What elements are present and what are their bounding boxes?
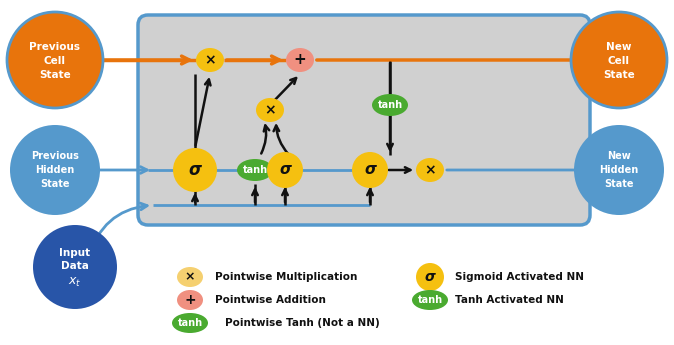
Text: +: + — [184, 293, 196, 307]
FancyArrowPatch shape — [98, 167, 147, 173]
Ellipse shape — [412, 290, 448, 310]
Circle shape — [10, 125, 100, 215]
FancyArrowPatch shape — [282, 189, 288, 202]
FancyArrowPatch shape — [367, 189, 373, 202]
Text: Pointwise Tanh (Not a NN): Pointwise Tanh (Not a NN) — [225, 318, 379, 328]
Circle shape — [7, 12, 103, 108]
Text: State: State — [39, 70, 71, 80]
Text: Pointwise Multiplication: Pointwise Multiplication — [215, 272, 357, 282]
Text: ×: × — [424, 163, 436, 177]
FancyArrowPatch shape — [272, 78, 296, 103]
Text: Previous: Previous — [30, 42, 80, 52]
Text: New: New — [607, 151, 631, 161]
FancyArrowPatch shape — [192, 196, 197, 202]
Circle shape — [352, 152, 388, 188]
Text: Cell: Cell — [608, 56, 630, 66]
Ellipse shape — [196, 48, 224, 72]
Text: Previous: Previous — [31, 151, 79, 161]
FancyArrowPatch shape — [447, 167, 614, 173]
Text: $x_t$: $x_t$ — [68, 275, 82, 288]
Text: +: + — [294, 52, 307, 68]
Circle shape — [173, 148, 217, 192]
Text: Pointwise Addition: Pointwise Addition — [215, 295, 326, 305]
Text: tanh: tanh — [243, 165, 268, 175]
Text: Data: Data — [61, 261, 89, 271]
Text: ×: × — [204, 53, 216, 67]
Text: tanh: tanh — [417, 295, 443, 305]
Text: Input: Input — [59, 248, 90, 258]
FancyBboxPatch shape — [138, 15, 590, 225]
Text: Hidden: Hidden — [35, 165, 75, 175]
FancyArrowPatch shape — [274, 126, 288, 154]
Text: ×: × — [264, 103, 276, 117]
Text: State: State — [40, 179, 69, 189]
Ellipse shape — [172, 313, 208, 333]
Circle shape — [416, 263, 444, 291]
Text: Hidden: Hidden — [599, 165, 639, 175]
Ellipse shape — [416, 158, 444, 182]
Ellipse shape — [372, 94, 408, 116]
Circle shape — [267, 152, 303, 188]
Text: ×: × — [185, 270, 195, 284]
Ellipse shape — [256, 98, 284, 122]
FancyArrowPatch shape — [226, 56, 279, 64]
FancyArrowPatch shape — [195, 79, 210, 145]
FancyArrowPatch shape — [252, 189, 257, 202]
Ellipse shape — [237, 159, 273, 181]
Ellipse shape — [177, 290, 203, 310]
Text: New: New — [606, 42, 632, 52]
Text: Tanh Activated NN: Tanh Activated NN — [455, 295, 564, 305]
Text: σ: σ — [189, 161, 202, 179]
FancyArrowPatch shape — [68, 56, 189, 64]
FancyArrowPatch shape — [388, 63, 393, 149]
FancyArrowPatch shape — [317, 56, 613, 64]
Text: State: State — [605, 179, 634, 189]
Text: tanh: tanh — [177, 318, 203, 328]
Ellipse shape — [286, 48, 314, 72]
Circle shape — [571, 12, 667, 108]
Text: State: State — [603, 70, 635, 80]
Text: σ: σ — [364, 162, 376, 177]
Text: σ: σ — [425, 270, 435, 284]
FancyArrowPatch shape — [89, 203, 147, 257]
FancyArrowPatch shape — [389, 167, 410, 173]
Circle shape — [33, 225, 117, 309]
Text: Sigmoid Activated NN: Sigmoid Activated NN — [455, 272, 584, 282]
Text: Cell: Cell — [44, 56, 66, 66]
Text: tanh: tanh — [377, 100, 402, 110]
Circle shape — [574, 125, 664, 215]
Text: σ: σ — [279, 162, 291, 177]
FancyArrowPatch shape — [262, 126, 269, 154]
Ellipse shape — [177, 267, 203, 287]
